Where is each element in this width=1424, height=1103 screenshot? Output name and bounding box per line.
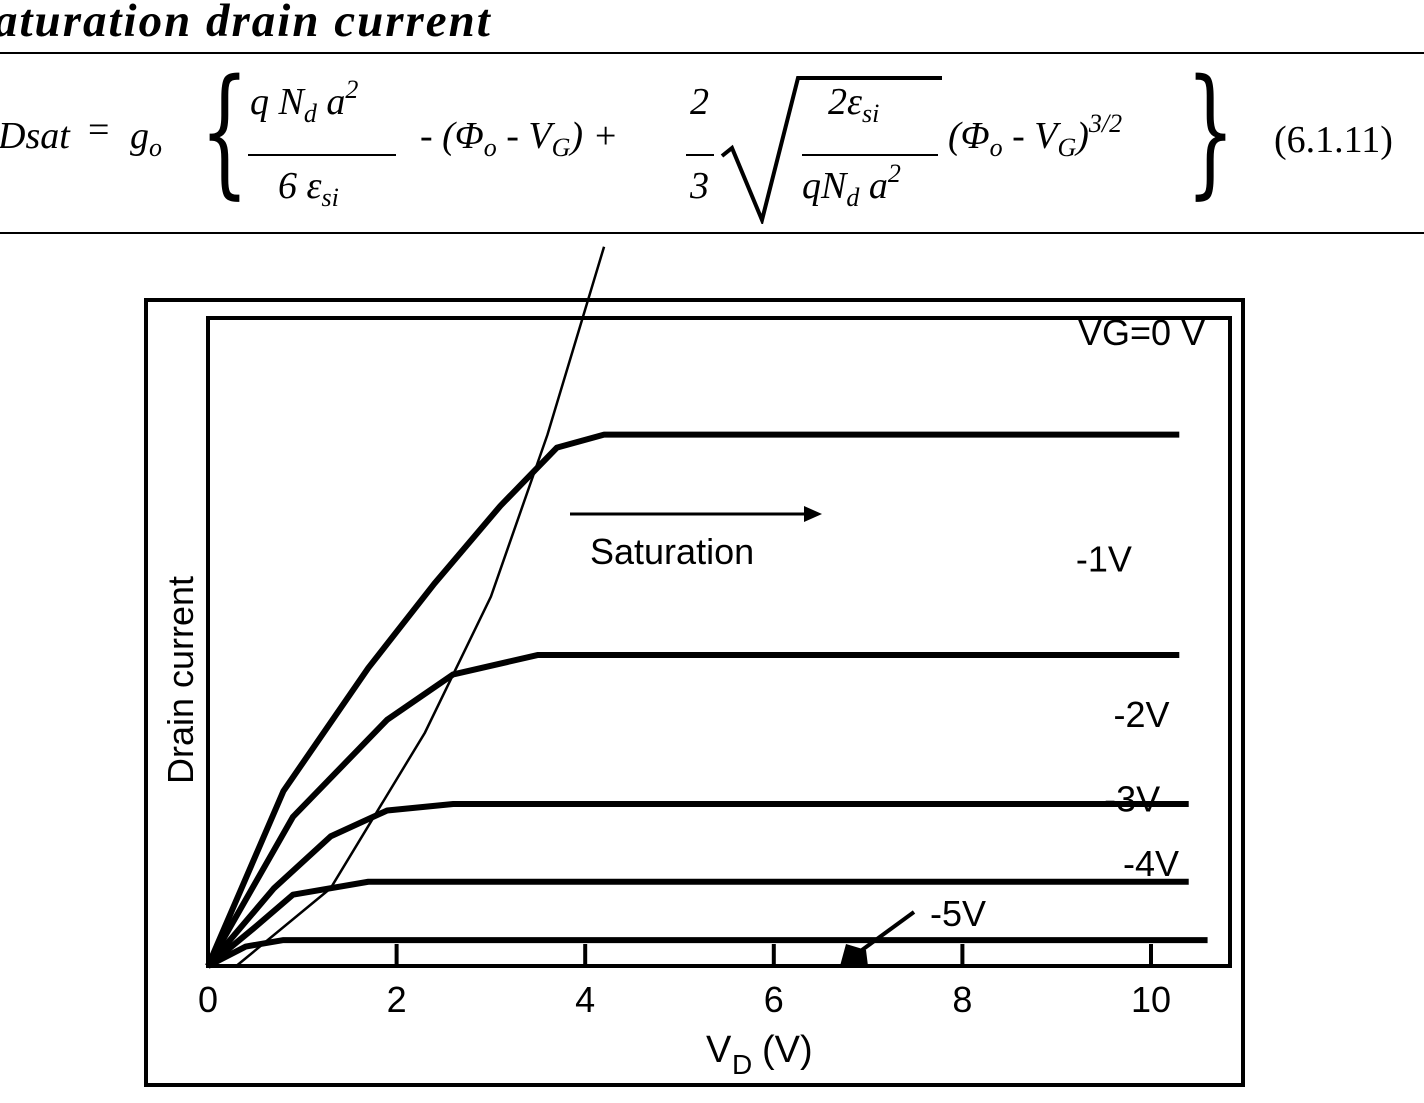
x-axis-label-unit: (V) (762, 1029, 813, 1071)
series-line-2 (205, 801, 1189, 968)
saturation-annotation: Saturation (590, 531, 754, 572)
eq-number: (6.1.11) (1274, 119, 1393, 161)
minus5v-pointer-head (840, 944, 868, 966)
eq-term4: (Φo - VG)3/2 (948, 109, 1123, 162)
series-line-4 (206, 937, 1208, 969)
eq-frac3-numerator: 2εsi (828, 81, 880, 128)
eq-frac2-bar (686, 154, 714, 156)
x-axis-ticks (206, 944, 1153, 966)
eq-sqrt-sign (720, 76, 942, 224)
series-line-1 (205, 651, 1180, 968)
series-label-0: VG=0 V (1078, 312, 1205, 353)
series-line-3 (206, 878, 1189, 969)
minus5v-pointer-line (860, 910, 916, 952)
series-label-1: -1V (1076, 539, 1132, 580)
eq-equals: = (88, 109, 110, 151)
eq-frac3-denominator: qNd a2 (802, 159, 901, 212)
saturation-boundary-line (235, 246, 606, 967)
eq-frac1-denominator: 6 εsi (278, 165, 339, 212)
x-axis-label-main: V (706, 1029, 732, 1071)
eq-frac2-denominator: 3 (690, 165, 709, 207)
series-label-minus5v: -5V (930, 893, 986, 934)
bottom-rule (0, 232, 1424, 234)
x-tick-label: 10 (1131, 979, 1171, 1020)
eq-frac2-numerator: 2 (690, 81, 709, 123)
x-tick-label: 4 (575, 979, 595, 1020)
section-heading: aturation drain current (0, 0, 492, 47)
eq-brace-close: } (1186, 50, 1235, 213)
x-tick-label: 2 (387, 979, 407, 1020)
series-label-4: -4V (1123, 843, 1179, 884)
eq-g: go (130, 115, 162, 162)
x-tick-label: 8 (952, 979, 972, 1020)
saturation-current-equation: Dsat = go { q Nd a2 6 εsi - (Φo - VG) + … (0, 50, 1424, 232)
series-line-0 (205, 431, 1180, 968)
y-axis-label: Drain current (160, 576, 201, 784)
x-tick-label: 0 (198, 979, 218, 1020)
top-rule (0, 52, 1424, 54)
plot-area-border (206, 316, 1232, 968)
eq-brace-open: { (200, 50, 249, 213)
eq-frac3-bar (802, 154, 938, 156)
series-label-2: -2V (1114, 694, 1170, 735)
series-layer (205, 246, 1208, 969)
x-axis-label-sub: D (732, 1049, 752, 1080)
x-axis-tick-labels: 0 2 4 6 8 10 (198, 979, 1171, 1020)
x-tick-label: 6 (764, 979, 784, 1020)
eq-lhs: Dsat (0, 115, 70, 157)
figure-frame (144, 298, 1245, 1087)
series-label-3: -3V (1104, 778, 1160, 819)
eq-frac1-numerator: q Nd a2 (250, 75, 359, 128)
eq-frac1-bar (248, 154, 396, 156)
saturation-arrow-head (804, 506, 822, 522)
series-labels: VG=0 V -1V -2V -3V -4V (1076, 312, 1205, 884)
eq-term2: - (Φo - VG) + (420, 115, 619, 162)
